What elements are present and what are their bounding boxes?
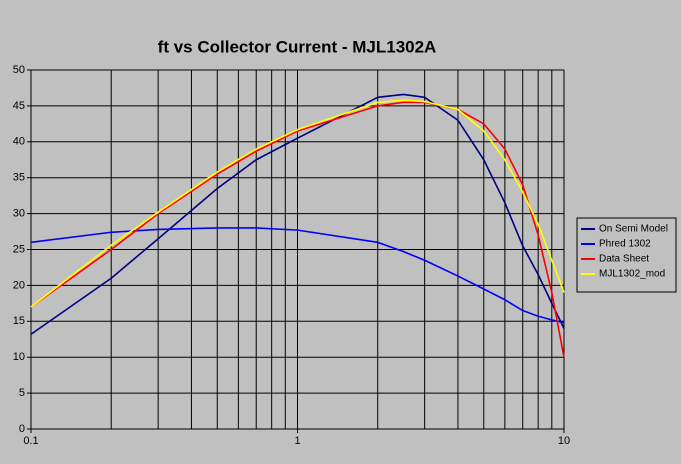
legend-label: MJL1302_mod [599,269,665,280]
series-line [30,99,565,308]
y-tick-label: 10 [13,351,25,363]
y-tick-label: 20 [13,279,25,291]
chart-title: ft vs Collector Current - MJL1302A [158,37,437,56]
legend-label: Phred 1302 [599,239,651,250]
legend-label: Data Sheet [599,254,649,265]
series-line [30,93,565,335]
y-tick-label: 50 [13,64,25,76]
x-tick-label: 10 [558,435,570,447]
legend-label: On Semi Model [599,224,668,235]
y-tick-label: 15 [13,315,25,327]
y-tick-label: 25 [13,243,25,255]
y-tick-label: 5 [19,387,25,399]
y-tick-label: 30 [13,208,25,220]
legend [576,217,677,293]
y-tick-label: 45 [13,100,25,112]
y-tick-label: 40 [13,136,25,148]
x-tick-label: 1 [294,435,300,447]
y-tick-label: 35 [13,172,25,184]
x-tick-label: 0.1 [23,435,38,447]
y-tick-label: 0 [19,423,25,435]
series-line [30,227,565,324]
